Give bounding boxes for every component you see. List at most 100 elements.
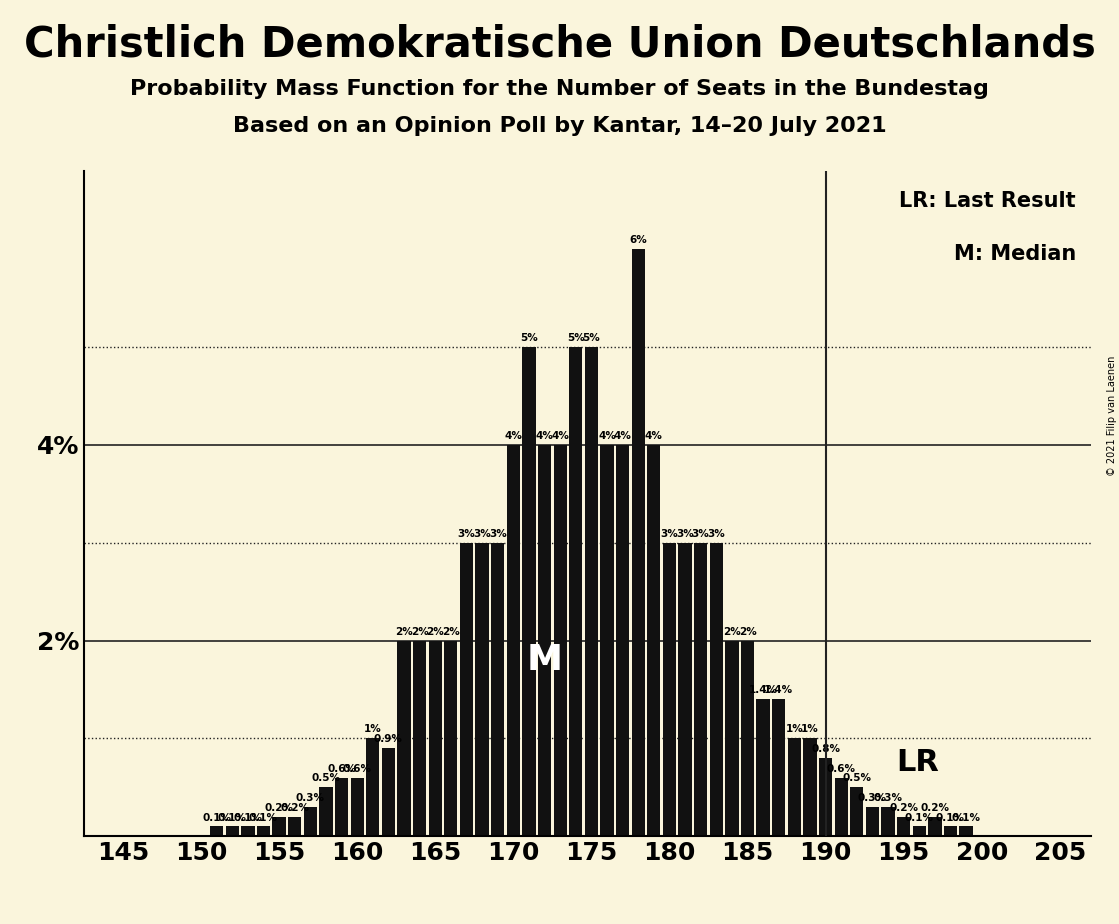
Bar <box>444 640 458 836</box>
Bar <box>631 249 645 836</box>
Text: 3%: 3% <box>458 529 476 539</box>
Bar <box>866 807 880 836</box>
Text: 5%: 5% <box>567 334 584 343</box>
Text: 4%: 4% <box>536 431 554 441</box>
Bar <box>803 738 817 836</box>
Text: 1%: 1% <box>364 724 382 735</box>
Bar <box>288 817 301 836</box>
Bar <box>523 347 536 836</box>
Bar <box>772 699 786 836</box>
Text: 4%: 4% <box>645 431 662 441</box>
Text: 0.3%: 0.3% <box>858 793 887 803</box>
Bar <box>507 444 520 836</box>
Bar <box>382 748 395 836</box>
Text: 4%: 4% <box>598 431 615 441</box>
Text: 6%: 6% <box>629 236 647 245</box>
Text: 4%: 4% <box>505 431 523 441</box>
Text: 2%: 2% <box>442 626 460 637</box>
Text: 0.6%: 0.6% <box>342 763 372 773</box>
Bar <box>335 777 348 836</box>
Text: 3%: 3% <box>676 529 694 539</box>
Text: Christlich Demokratische Union Deutschlands: Christlich Demokratische Union Deutschla… <box>23 23 1096 65</box>
Bar <box>319 787 332 836</box>
Bar <box>756 699 770 836</box>
Bar <box>210 826 224 836</box>
Text: 3%: 3% <box>707 529 725 539</box>
Bar <box>538 444 552 836</box>
Text: LR: LR <box>896 748 939 777</box>
Text: M: M <box>527 643 563 677</box>
Bar <box>788 738 801 836</box>
Text: 2%: 2% <box>739 626 756 637</box>
Bar <box>647 444 660 836</box>
Bar <box>491 542 505 836</box>
Bar <box>897 817 910 836</box>
Text: 0.1%: 0.1% <box>250 812 278 822</box>
Bar <box>959 826 972 836</box>
Bar <box>242 826 254 836</box>
Bar <box>662 542 676 836</box>
Bar <box>366 738 379 836</box>
Bar <box>554 444 567 836</box>
Bar <box>819 758 833 836</box>
Text: 0.1%: 0.1% <box>951 812 980 822</box>
Text: 0.2%: 0.2% <box>921 803 949 813</box>
Bar <box>226 826 238 836</box>
Text: 1%: 1% <box>786 724 803 735</box>
Bar <box>585 347 598 836</box>
Bar <box>570 347 582 836</box>
Text: 0.6%: 0.6% <box>827 763 856 773</box>
Bar <box>413 640 426 836</box>
Text: 0.2%: 0.2% <box>890 803 919 813</box>
Text: 0.1%: 0.1% <box>234 812 262 822</box>
Text: 3%: 3% <box>692 529 709 539</box>
Bar <box>429 640 442 836</box>
Text: 4%: 4% <box>552 431 570 441</box>
Bar <box>725 640 739 836</box>
Text: 2%: 2% <box>723 626 741 637</box>
Text: 3%: 3% <box>660 529 678 539</box>
Bar <box>476 542 489 836</box>
Bar <box>257 826 270 836</box>
Text: 2%: 2% <box>395 626 413 637</box>
Text: 5%: 5% <box>520 334 538 343</box>
Text: 0.3%: 0.3% <box>874 793 903 803</box>
Bar <box>850 787 864 836</box>
Text: M: Median: M: Median <box>953 244 1076 264</box>
Bar <box>303 807 317 836</box>
Text: 0.5%: 0.5% <box>311 773 340 784</box>
Text: 0.9%: 0.9% <box>374 735 403 744</box>
Text: 4%: 4% <box>613 431 631 441</box>
Bar <box>709 542 723 836</box>
Bar <box>929 817 941 836</box>
Text: 0.2%: 0.2% <box>264 803 293 813</box>
Text: 0.8%: 0.8% <box>811 744 840 754</box>
Bar <box>741 640 754 836</box>
Bar <box>460 542 473 836</box>
Bar <box>615 444 629 836</box>
Bar <box>397 640 411 836</box>
Bar <box>694 542 707 836</box>
Text: Probability Mass Function for the Number of Seats in the Bundestag: Probability Mass Function for the Number… <box>130 79 989 99</box>
Text: 0.5%: 0.5% <box>843 773 872 784</box>
Bar <box>835 777 848 836</box>
Bar <box>943 826 957 836</box>
Bar <box>272 817 285 836</box>
Text: 1.4%: 1.4% <box>749 686 778 696</box>
Text: 0.1%: 0.1% <box>203 812 232 822</box>
Text: 3%: 3% <box>489 529 507 539</box>
Text: 0.1%: 0.1% <box>935 812 965 822</box>
Text: 0.1%: 0.1% <box>218 812 247 822</box>
Text: Based on an Opinion Poll by Kantar, 14–20 July 2021: Based on an Opinion Poll by Kantar, 14–2… <box>233 116 886 136</box>
Text: 2%: 2% <box>411 626 429 637</box>
Text: 5%: 5% <box>583 334 600 343</box>
Text: 0.3%: 0.3% <box>295 793 325 803</box>
Bar <box>678 542 692 836</box>
Text: © 2021 Filip van Laenen: © 2021 Filip van Laenen <box>1107 356 1117 476</box>
Text: 1%: 1% <box>801 724 819 735</box>
Bar <box>350 777 364 836</box>
Text: 3%: 3% <box>473 529 491 539</box>
Text: 1.4%: 1.4% <box>764 686 793 696</box>
Text: LR: Last Result: LR: Last Result <box>900 191 1076 211</box>
Bar <box>913 826 925 836</box>
